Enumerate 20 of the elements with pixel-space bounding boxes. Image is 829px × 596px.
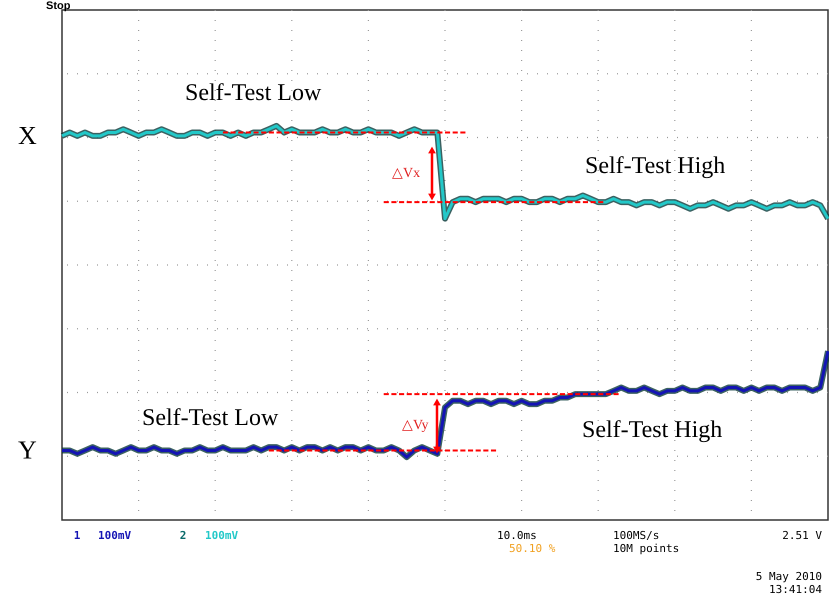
text: 50.10 % [509,542,556,555]
annotation: Self-Test High [582,417,722,443]
annotation: △Vy [402,418,429,433]
text: 10M points [613,542,680,555]
series-label: Y [18,435,37,464]
text: 5 May 2010 [756,570,822,583]
text: 100mV [98,529,132,542]
text: 100MS/s [613,529,660,542]
text: 10.0ms [497,529,537,542]
text: 2 [180,529,186,542]
text: 100mV [205,529,238,542]
text: 2.51 V [782,529,822,542]
text: Self-Test Low [185,80,322,106]
text: 1 [74,529,81,542]
annotation: △Vx [392,166,420,181]
text: Stop [46,0,71,12]
annotation: Self-Test High [585,153,726,179]
series-label: X [18,120,37,150]
annotation: Self-Test Low [142,405,279,431]
text: 13:41:04 [769,583,822,596]
